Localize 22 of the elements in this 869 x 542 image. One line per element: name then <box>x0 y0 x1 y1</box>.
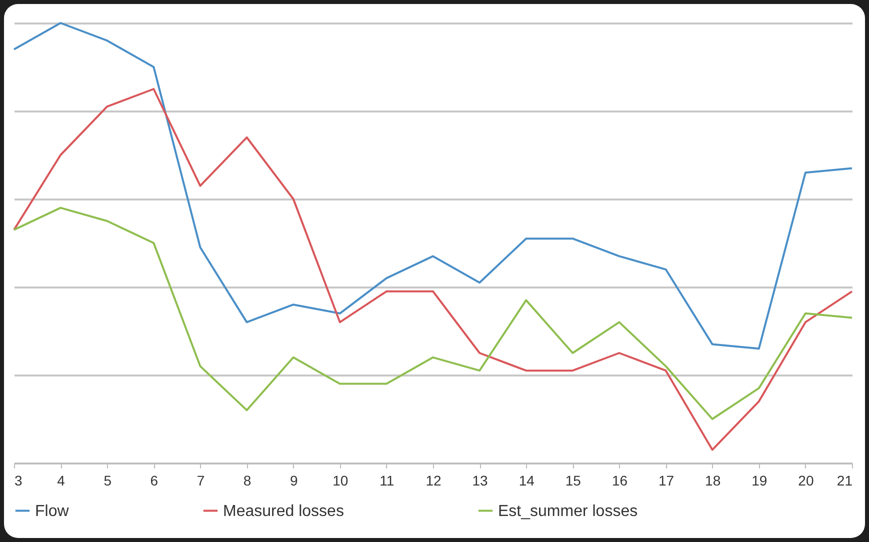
legend-label: Flow <box>35 502 70 520</box>
x-tick-label: 7 <box>196 472 205 488</box>
x-tick-label: 16 <box>612 472 628 488</box>
x-tick-label: 13 <box>472 472 488 488</box>
x-tick-label: 9 <box>290 472 298 488</box>
x-tick-label: 5 <box>104 472 112 488</box>
legend-label: Measured losses <box>223 502 344 520</box>
x-tick-label: 14 <box>518 472 535 488</box>
x-tick-label: 12 <box>426 472 442 488</box>
x-tick-label: 10 <box>332 472 348 488</box>
x-tick-label: 4 <box>57 472 66 488</box>
x-tick-label: 15 <box>565 472 582 488</box>
x-tick-label: 18 <box>705 472 721 488</box>
x-tick-label: 11 <box>380 472 394 488</box>
x-tick-label: 6 <box>150 472 158 488</box>
x-tick-label: 3 <box>14 472 22 488</box>
x-tick-label: 17 <box>658 472 674 488</box>
x-tick-label: 19 <box>752 472 768 488</box>
legend-label: Est_summer losses <box>498 502 638 520</box>
x-tick-label: 21 <box>836 472 853 488</box>
x-tick-label: 8 <box>243 472 252 488</box>
x-tick-label: 20 <box>798 472 814 488</box>
